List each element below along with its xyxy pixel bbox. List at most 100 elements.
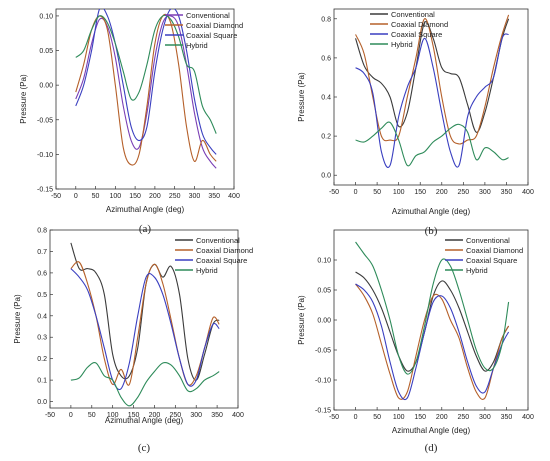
- y-tick-label: 0.8: [37, 228, 47, 235]
- y-axis-title: Pressure (Pa): [297, 295, 306, 345]
- x-tick-label: -50: [45, 412, 55, 419]
- chart-panel-4: -50 0 50 100 150 200 250 300 350 400 -0.15 -0.10 -0.…: [297, 229, 534, 454]
- x-tick-label: 250: [169, 412, 181, 419]
- legend-label: Hybrid: [391, 40, 413, 49]
- x-tick-label: 50: [373, 414, 381, 421]
- series-line-coaxial-diamond: [355, 14, 510, 145]
- x-tick-label: 300: [479, 189, 491, 196]
- x-tick-label: 0: [74, 193, 78, 200]
- y-tick-label: 0.0: [321, 173, 331, 180]
- x-tick-label: 200: [149, 412, 161, 419]
- legend-label: Coaxial Diamond: [186, 21, 243, 30]
- x-tick-label: 400: [228, 193, 240, 200]
- legend-label: Coaxial Square: [391, 30, 442, 39]
- y-tick-label: 0.4: [37, 313, 47, 320]
- y-tick-label: -0.05: [315, 348, 331, 355]
- y-tick-label: -0.10: [315, 378, 331, 385]
- x-axis-title: Azimuthal Angle (deg): [392, 207, 471, 216]
- x-tick-label: 250: [169, 193, 181, 200]
- x-tick-label: 50: [373, 189, 381, 196]
- x-tick-label: 350: [208, 193, 220, 200]
- x-tick-label: 300: [190, 412, 202, 419]
- legend-label: Hybrid: [186, 41, 208, 50]
- y-tick-label: 0.6: [321, 55, 331, 62]
- chart-panel-1: -50 0 50 100 150 200 250 300 350 400 -0.15 -0.10 -0.…: [19, 8, 243, 235]
- y-tick-label: 0.3: [37, 335, 47, 342]
- x-tick-label: 200: [149, 193, 161, 200]
- y-tick-label: 0.2: [321, 134, 331, 141]
- x-tick-label: 150: [129, 193, 141, 200]
- chart-panel-3: -50 0 50 100 150 200 250 300 350 400 0.0 0.1 0.2 0.3 0…: [13, 228, 253, 455]
- x-tick-label: 150: [128, 412, 140, 419]
- y-tick-label: -0.05: [37, 117, 53, 124]
- series-line-coaxial-diamond: [355, 283, 510, 400]
- series-line-coaxial-square: [75, 9, 217, 155]
- legend-label: Conventional: [466, 236, 510, 245]
- series-line-conventional: [75, 15, 217, 169]
- x-tick-label: 200: [436, 414, 448, 421]
- y-tick-label: 0.00: [317, 318, 331, 325]
- series-line-conventional: [355, 18, 510, 133]
- series-line-coaxial-square: [70, 268, 220, 391]
- x-tick-label: 50: [88, 412, 96, 419]
- x-tick-label: 400: [522, 189, 534, 196]
- y-axis-title: Pressure (Pa): [19, 74, 28, 124]
- y-tick-label: 0.10: [39, 13, 53, 20]
- x-axis-title: Azimuthal Angle (deg): [106, 205, 185, 214]
- series-line-coaxial-square: [355, 283, 510, 401]
- y-tick-label: 0.05: [39, 48, 53, 55]
- x-tick-label: 0: [354, 189, 358, 196]
- y-tick-label: 0.7: [37, 249, 47, 256]
- plot-frame: [55, 8, 235, 190]
- series-line-hybrid: [75, 14, 217, 134]
- chart-panel-2: -50 0 50 100 150 200 250 300 350 400 0.0 0.2 0.4 0.6 0…: [297, 8, 534, 237]
- y-tick-label: -0.10: [37, 152, 53, 159]
- y-tick-label: 0.10: [317, 258, 331, 265]
- x-tick-label: 100: [393, 189, 405, 196]
- legend-label: Coaxial Diamond: [196, 246, 253, 255]
- panel-label: (d): [425, 442, 438, 454]
- series-line-hybrid: [355, 121, 509, 167]
- series-line-hybrid: [355, 241, 510, 375]
- legend-label: Coaxial Diamond: [391, 20, 448, 29]
- y-tick-label: -0.15: [315, 408, 331, 415]
- x-tick-label: -50: [51, 193, 61, 200]
- y-tick-label: 0.6: [37, 270, 47, 277]
- y-tick-label: 0.8: [321, 16, 331, 23]
- panel-label: (a): [139, 223, 152, 235]
- x-tick-label: 300: [479, 414, 491, 421]
- x-tick-label: 400: [232, 412, 244, 419]
- y-axis-title: Pressure (Pa): [13, 294, 22, 344]
- y-tick-label: 0.1: [37, 378, 47, 385]
- series-line-coaxial-square: [355, 33, 509, 169]
- legend-label: Coaxial Square: [196, 256, 247, 265]
- legend-label: Coaxial Square: [466, 256, 517, 265]
- x-tick-label: 200: [436, 189, 448, 196]
- y-tick-label: 0.2: [37, 356, 47, 363]
- x-tick-label: 350: [501, 189, 513, 196]
- plot-frame: [49, 229, 239, 409]
- x-tick-label: 400: [522, 414, 534, 421]
- x-tick-label: -50: [329, 189, 339, 196]
- x-tick-label: 0: [69, 412, 73, 419]
- x-tick-label: 0: [354, 414, 358, 421]
- y-tick-label: 0.4: [321, 95, 331, 102]
- panel-label: (c): [138, 442, 151, 454]
- x-tick-label: 250: [457, 189, 469, 196]
- x-tick-label: 350: [501, 414, 513, 421]
- panel-label: (b): [425, 225, 438, 237]
- legend-label: Coaxial Square: [186, 31, 237, 40]
- x-tick-label: 50: [92, 193, 100, 200]
- x-tick-label: 350: [211, 412, 223, 419]
- y-tick-label: 0.00: [39, 83, 53, 90]
- x-tick-label: 100: [107, 412, 119, 419]
- legend-label: Coaxial Diamond: [466, 246, 523, 255]
- legend-label: Conventional: [196, 236, 240, 245]
- legend-label: Conventional: [186, 11, 230, 20]
- x-tick-label: 100: [393, 414, 405, 421]
- y-axis-title: Pressure (Pa): [297, 72, 306, 122]
